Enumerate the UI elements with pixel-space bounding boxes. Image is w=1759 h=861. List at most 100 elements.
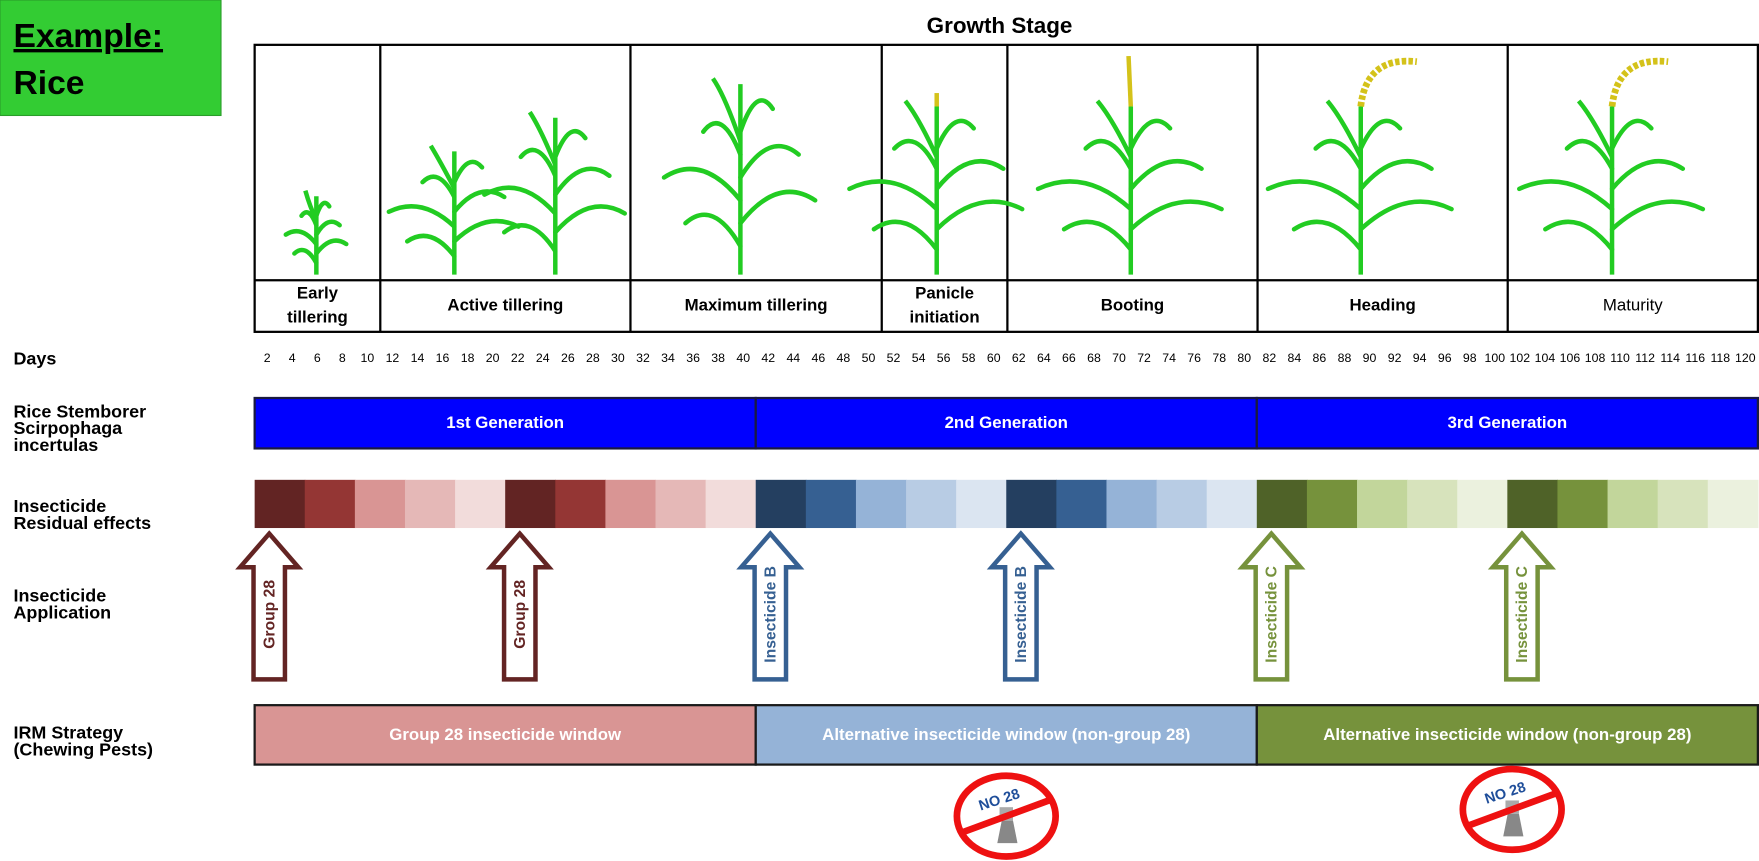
irm-window-label: Group 28 insecticide window bbox=[389, 725, 622, 744]
day-label: 84 bbox=[1288, 351, 1302, 365]
residual-cell bbox=[1157, 480, 1208, 528]
rice-plant bbox=[1519, 61, 1703, 275]
plant-leaf bbox=[454, 162, 482, 182]
day-label: 90 bbox=[1363, 351, 1377, 365]
day-label: 54 bbox=[912, 351, 926, 365]
stage-label: Maturity bbox=[1603, 295, 1663, 314]
day-label: 30 bbox=[611, 351, 625, 365]
irm-window-label: Alternative insecticide window (non-grou… bbox=[1323, 725, 1691, 744]
plant-leaf bbox=[454, 191, 504, 211]
residual-cell bbox=[255, 480, 306, 528]
badge-title: Example: bbox=[13, 18, 163, 55]
day-label: 88 bbox=[1338, 351, 1352, 365]
residual-cell bbox=[1407, 480, 1458, 528]
residual-cell bbox=[856, 480, 907, 528]
day-label: 74 bbox=[1162, 351, 1176, 365]
day-label: 106 bbox=[1560, 351, 1581, 365]
residual-cell bbox=[1307, 480, 1358, 528]
plant-leaf bbox=[555, 131, 585, 157]
residual-cell bbox=[1457, 480, 1508, 528]
plant-leaf bbox=[740, 146, 798, 177]
no28-sign: NO 28 bbox=[1463, 769, 1562, 850]
plant-leaf bbox=[286, 231, 317, 244]
rice-plant bbox=[1038, 56, 1222, 275]
day-label: 2 bbox=[264, 351, 271, 365]
day-label: 28 bbox=[586, 351, 600, 365]
plant-panicle bbox=[1612, 61, 1668, 106]
day-label: 10 bbox=[361, 351, 375, 365]
plant-leaf bbox=[504, 225, 555, 251]
day-label: 62 bbox=[1012, 351, 1026, 365]
day-label: 92 bbox=[1388, 351, 1402, 365]
day-label: 18 bbox=[461, 351, 475, 365]
day-label: 60 bbox=[987, 351, 1001, 365]
day-label: 8 bbox=[339, 351, 346, 365]
plant-leaf bbox=[849, 181, 936, 209]
day-label: 104 bbox=[1535, 351, 1556, 365]
residual-cell bbox=[1357, 480, 1408, 528]
application-label: Insecticide C bbox=[1514, 566, 1531, 663]
row-label: incertulas bbox=[13, 435, 98, 455]
residual-cell bbox=[656, 480, 707, 528]
stage-label: initiation bbox=[910, 307, 980, 326]
row-label: Days bbox=[13, 349, 56, 369]
day-label: 100 bbox=[1485, 351, 1506, 365]
plant-leaf bbox=[664, 169, 740, 200]
plant-leaf bbox=[1361, 161, 1432, 189]
stage-label: Active tillering bbox=[447, 295, 563, 314]
day-label: 64 bbox=[1037, 351, 1051, 365]
row-label: Residual effects bbox=[13, 513, 151, 533]
day-label: 46 bbox=[811, 351, 825, 365]
application-label: Insecticide C bbox=[1264, 566, 1281, 663]
generation-label: 1st Generation bbox=[446, 413, 564, 432]
day-label: 58 bbox=[962, 351, 976, 365]
day-label: 38 bbox=[711, 351, 725, 365]
plant-leaf bbox=[1612, 161, 1683, 189]
plant-leaf bbox=[1294, 222, 1361, 250]
residual-cell bbox=[1608, 480, 1659, 528]
rice-plant bbox=[1268, 61, 1452, 275]
plant-leaf bbox=[484, 188, 555, 214]
generation-label: 3rd Generation bbox=[1448, 413, 1568, 432]
stage-label: tillering bbox=[287, 307, 348, 326]
plant-leaf bbox=[1612, 202, 1703, 230]
day-label: 4 bbox=[289, 351, 296, 365]
plant-leaf bbox=[740, 192, 815, 223]
day-label: 76 bbox=[1187, 351, 1201, 365]
plant-panicle bbox=[1361, 61, 1417, 106]
day-label: 78 bbox=[1212, 351, 1226, 365]
day-label: 36 bbox=[686, 351, 700, 365]
application-label: Insecticide B bbox=[1013, 566, 1030, 663]
day-label: 68 bbox=[1087, 351, 1101, 365]
plant-leaf bbox=[389, 206, 454, 226]
day-label: 120 bbox=[1735, 351, 1756, 365]
residual-cell bbox=[1106, 480, 1157, 528]
irm-window-label: Alternative insecticide window (non-grou… bbox=[822, 725, 1190, 744]
day-label: 34 bbox=[661, 351, 675, 365]
plant-leaf bbox=[1612, 121, 1651, 149]
residual-cell bbox=[355, 480, 406, 528]
residual-cell bbox=[906, 480, 957, 528]
plant-leaf bbox=[874, 222, 937, 250]
residual-cell bbox=[505, 480, 556, 528]
plant-leaf bbox=[316, 241, 346, 254]
plant-leaf bbox=[740, 100, 772, 131]
plant-leaf bbox=[1064, 222, 1131, 250]
application-label: Group 28 bbox=[512, 580, 529, 649]
badge-crop: Rice bbox=[13, 65, 84, 102]
plant-leaf bbox=[1268, 181, 1361, 209]
day-label: 102 bbox=[1510, 351, 1531, 365]
no28-sign: NO 28 bbox=[957, 776, 1056, 857]
residual-cell bbox=[555, 480, 606, 528]
growth-stage-title: Growth Stage bbox=[927, 13, 1073, 38]
residual-cell bbox=[956, 480, 1007, 528]
rice-plant bbox=[286, 191, 346, 275]
day-label: 52 bbox=[887, 351, 901, 365]
row-label: (Chewing Pests) bbox=[13, 739, 153, 759]
plant-leaf bbox=[1038, 181, 1131, 209]
day-label: 42 bbox=[761, 351, 775, 365]
residual-cell bbox=[305, 480, 356, 528]
stage-label: Early bbox=[297, 284, 339, 303]
day-label: 108 bbox=[1585, 351, 1606, 365]
day-label: 44 bbox=[786, 351, 800, 365]
